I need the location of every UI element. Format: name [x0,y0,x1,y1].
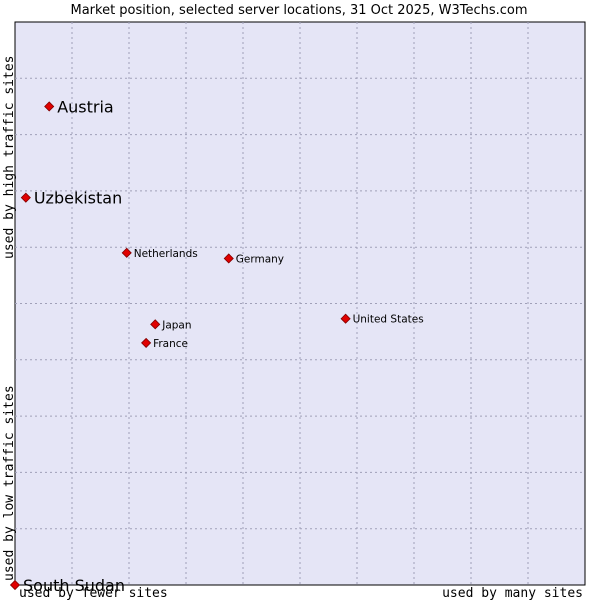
point-label-japan: Japan [161,319,191,331]
point-label-france: France [153,338,188,350]
point-label-germany: Germany [236,253,284,265]
point-label-netherlands: Netherlands [134,248,198,260]
point-netherlands [121,247,132,258]
data-points: Austria Uzbekistan Netherlands Germany Unite… [9,97,424,595]
point-uzbekistan [20,192,31,203]
point-japan [150,319,161,330]
y-axis-label-high: used by high traffic sites [2,56,17,260]
x-axis-label-high: used by many sites [442,586,583,600]
point-label-austria: Austria [57,97,114,116]
y-axis-label-low: used by low traffic sites [2,385,17,581]
x-axis-label-low: used by fewer sites [19,586,168,600]
point-austria [44,101,55,112]
grid [15,22,585,585]
point-label-south-sudan: South Sudan [23,576,125,595]
point-label-united-states: United States [353,314,424,326]
point-south-sudan [9,579,21,591]
point-label-uzbekistan: Uzbekistan [34,189,122,208]
point-united-states [340,313,351,324]
point-france [141,337,152,348]
chart-title: Market position, selected server locatio… [70,3,527,18]
point-germany [223,253,234,264]
